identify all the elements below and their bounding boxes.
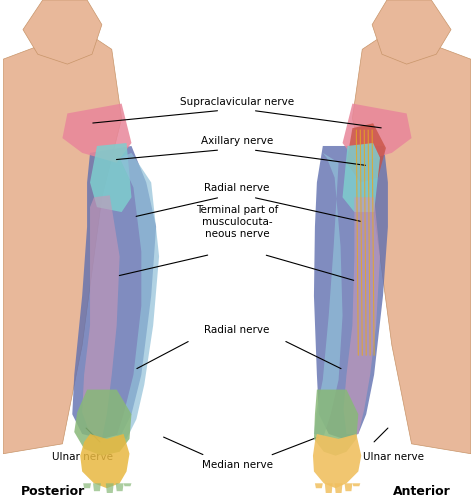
Polygon shape bbox=[352, 484, 360, 486]
Polygon shape bbox=[325, 484, 333, 493]
Polygon shape bbox=[343, 143, 380, 212]
Text: Median nerve: Median nerve bbox=[201, 460, 273, 469]
Polygon shape bbox=[352, 30, 471, 454]
Text: Anterior: Anterior bbox=[392, 486, 450, 498]
Text: Posterior: Posterior bbox=[20, 486, 85, 498]
Polygon shape bbox=[72, 146, 156, 439]
Polygon shape bbox=[313, 434, 361, 488]
Polygon shape bbox=[74, 390, 131, 456]
Polygon shape bbox=[315, 484, 323, 488]
Polygon shape bbox=[372, 0, 451, 64]
Text: Radial nerve: Radial nerve bbox=[204, 184, 270, 194]
Polygon shape bbox=[124, 484, 131, 486]
Text: Ulnar nerve: Ulnar nerve bbox=[364, 452, 424, 462]
Polygon shape bbox=[314, 146, 388, 439]
Polygon shape bbox=[345, 484, 352, 491]
Polygon shape bbox=[343, 104, 411, 162]
Polygon shape bbox=[314, 390, 358, 456]
Polygon shape bbox=[82, 196, 119, 439]
Text: Ulnar nerve: Ulnar nerve bbox=[52, 452, 113, 462]
Polygon shape bbox=[346, 124, 386, 182]
Text: Axillary nerve: Axillary nerve bbox=[201, 136, 273, 146]
Polygon shape bbox=[314, 153, 343, 436]
Polygon shape bbox=[117, 153, 159, 439]
Polygon shape bbox=[3, 30, 122, 454]
Polygon shape bbox=[63, 104, 131, 162]
Polygon shape bbox=[90, 143, 131, 212]
Polygon shape bbox=[83, 484, 91, 488]
Polygon shape bbox=[335, 484, 343, 493]
Polygon shape bbox=[93, 484, 101, 491]
Polygon shape bbox=[23, 0, 102, 64]
Text: Terminal part of
musculocuta-
neous nerve: Terminal part of musculocuta- neous nerv… bbox=[196, 206, 278, 238]
Polygon shape bbox=[116, 484, 124, 491]
Polygon shape bbox=[344, 198, 380, 434]
Text: Supraclavicular nerve: Supraclavicular nerve bbox=[180, 96, 294, 106]
Polygon shape bbox=[80, 434, 129, 488]
Text: Radial nerve: Radial nerve bbox=[204, 326, 270, 336]
Polygon shape bbox=[106, 484, 114, 493]
